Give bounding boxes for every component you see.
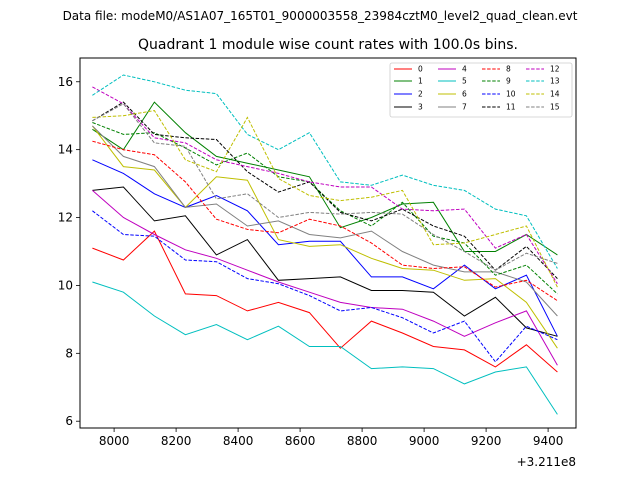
y-tick-label: 12 (58, 211, 73, 225)
legend-label: 9 (506, 77, 511, 86)
series-line-5 (92, 281, 558, 415)
legend-label: 13 (550, 77, 560, 86)
series-line-1 (92, 101, 558, 256)
legend-label: 8 (506, 65, 511, 74)
legend-label: 2 (418, 90, 423, 99)
y-tick-label: 8 (65, 346, 73, 360)
legend-item-12: 12 (526, 65, 560, 74)
y-axis-ticks: 6 8 10 12 14 16 (58, 75, 80, 428)
legend-item-8: 8 (482, 65, 511, 74)
series-line-8 (92, 140, 558, 302)
series-line-13 (92, 74, 558, 269)
series-line-0 (92, 230, 558, 373)
series-line-11 (92, 101, 558, 279)
legend-label: 0 (418, 65, 423, 74)
x-tick-label: 9400 (533, 434, 564, 448)
legend-label: 1 (418, 77, 423, 86)
legend-label: 6 (462, 90, 467, 99)
legend-label: 5 (462, 77, 467, 86)
legend-label: 4 (462, 65, 467, 74)
y-tick-label: 10 (58, 278, 73, 292)
legend-item-14: 14 (526, 90, 560, 99)
legend-item-1: 1 (394, 77, 423, 86)
x-tick-label: 8600 (285, 434, 316, 448)
series-line-10 (92, 210, 558, 363)
legend-frame (389, 62, 573, 118)
legend-label: 12 (550, 65, 560, 74)
plot-area: 8000 8200 8400 8600 8800 9000 9200 9400 6810121… (58, 57, 577, 448)
figure-suptitle: Data file: modeM0/AS1A07_165T01_90000035… (63, 9, 578, 23)
legend-item-0: 0 (394, 65, 423, 74)
x-tick-label: 8400 (223, 434, 254, 448)
legend-item-5: 5 (438, 77, 467, 86)
series-line-7 (92, 125, 558, 317)
legend-item-4: 4 (438, 65, 467, 74)
series-line-6 (92, 125, 558, 349)
series-line-12 (92, 86, 558, 284)
y-tick-label: 6 (65, 414, 73, 428)
legend-item-9: 9 (482, 77, 511, 86)
legend-label: 7 (462, 103, 467, 112)
legend-item-11: 11 (482, 103, 516, 112)
legend-item-6: 6 (438, 90, 467, 99)
series-line-4 (92, 190, 558, 366)
legend-label: 15 (550, 103, 560, 112)
x-axis-ticks: 8000 8200 8400 8600 8800 9000 9200 9400 (99, 428, 564, 448)
x-tick-label: 8800 (347, 434, 378, 448)
legend-label: 14 (550, 90, 560, 99)
x-tick-label: 8200 (161, 434, 192, 448)
y-tick-label: 14 (58, 143, 73, 157)
legend-item-2: 2 (394, 90, 423, 99)
legend-label: 3 (418, 103, 423, 112)
legend-item-15: 15 (526, 103, 560, 112)
series-line-3 (92, 186, 558, 337)
legend-label: 11 (506, 103, 516, 112)
legend-item-13: 13 (526, 77, 560, 86)
legend-item-10: 10 (482, 90, 516, 99)
x-tick-label: 9200 (471, 434, 502, 448)
series-lines (92, 74, 558, 415)
x-tick-label: 9000 (409, 434, 440, 448)
y-tick-label: 16 (58, 75, 73, 89)
legend-label: 10 (506, 90, 516, 99)
legend-item-3: 3 (394, 103, 423, 112)
legend-item-7: 7 (438, 103, 467, 112)
x-axis-offset-label: +3.211e8 (517, 455, 576, 469)
axes-frame (79, 57, 577, 429)
x-tick-label: 8000 (99, 434, 130, 448)
chart-title: Quadrant 1 module wise count rates with … (138, 37, 518, 53)
